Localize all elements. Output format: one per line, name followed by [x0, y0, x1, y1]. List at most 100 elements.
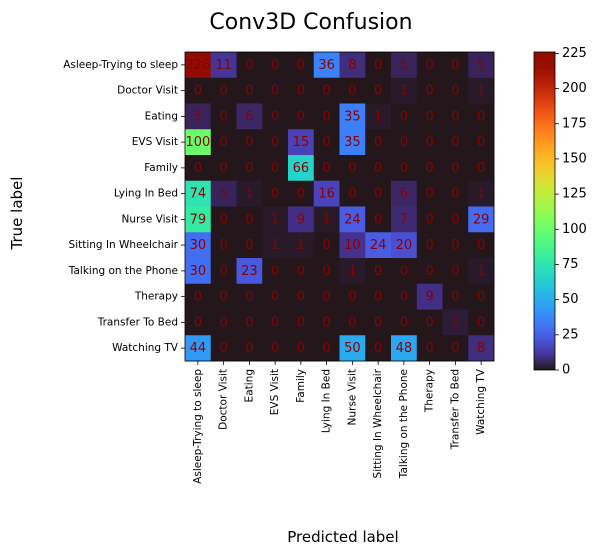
heatmap-cell	[442, 309, 469, 336]
cell-value-label: 0	[477, 135, 485, 150]
cell-value-label: 8	[477, 341, 485, 356]
heatmap-cell	[313, 155, 340, 182]
heatmap-cell	[210, 232, 237, 259]
cell-value-label: 0	[425, 315, 433, 330]
heatmap-cell	[210, 77, 237, 104]
cell-value-label: 0	[348, 187, 356, 202]
cell-value-label: 0	[194, 315, 202, 330]
heatmap-cell	[210, 309, 237, 336]
cell-value-label: 0	[348, 84, 356, 99]
heatmap-cell	[339, 258, 366, 285]
cell-value-label: 0	[477, 109, 485, 124]
x-tick-label: Sitting In Wheelchair	[372, 368, 384, 478]
cell-value-label: 48	[396, 341, 413, 356]
heatmap-cell	[185, 129, 212, 156]
colorbar	[533, 51, 556, 371]
cell-value-label: 30	[190, 238, 207, 253]
cell-value-label: 8	[348, 58, 356, 73]
heatmap-cell	[262, 283, 289, 310]
heatmap-cell	[185, 258, 212, 285]
cell-value-label: 1	[245, 187, 253, 202]
cell-value-label: 1	[477, 84, 485, 99]
cell-value-label: 20	[396, 238, 413, 253]
heatmap-cell	[185, 77, 212, 104]
heatmap-cell	[262, 52, 289, 79]
x-axis-label: Predicted label	[287, 528, 398, 546]
cell-value-label: 0	[271, 187, 279, 202]
cell-value-label: 11	[215, 58, 232, 73]
heatmap-cell	[339, 180, 366, 207]
cell-value-label: 0	[451, 264, 459, 279]
colorbar-tick-label: 50	[562, 292, 579, 307]
heatmap-cell	[339, 52, 366, 79]
cell-value-label: 0	[400, 135, 408, 150]
heatmap-cell	[313, 52, 340, 79]
cell-value-label: 0	[271, 135, 279, 150]
cell-value-label: 0	[451, 161, 459, 176]
cell-value-label: 0	[219, 341, 227, 356]
heatmap-cell	[365, 232, 392, 259]
cell-value-label: 0	[348, 315, 356, 330]
heatmap-cell	[468, 283, 495, 310]
cell-value-label: 0	[400, 109, 408, 124]
heatmap-cell	[313, 206, 340, 233]
heatmap-cell	[236, 335, 263, 362]
heatmap-cell	[468, 335, 495, 362]
cell-value-label: 0	[271, 290, 279, 305]
heatmap-cell	[391, 335, 418, 362]
heatmap-cell	[236, 309, 263, 336]
cell-value-label: 0	[245, 290, 253, 305]
heatmap-cell	[442, 180, 469, 207]
heatmap-cell	[416, 77, 443, 104]
x-axis-ticks: Asleep-Trying to sleep Doctor Visit Eating…	[192, 361, 487, 484]
cell-value-label: 0	[425, 161, 433, 176]
heatmap-cell	[442, 77, 469, 104]
heatmap-cell	[313, 283, 340, 310]
cell-value-label: 0	[451, 290, 459, 305]
colorbar-tick-label: 200	[562, 81, 587, 96]
cell-value-label: 0	[374, 212, 382, 227]
heatmap-cell	[313, 335, 340, 362]
heatmap-cell	[185, 103, 212, 130]
cell-value-label: 226	[185, 58, 210, 73]
cell-value-label: 0	[245, 161, 253, 176]
cell-value-label: 0	[425, 58, 433, 73]
cell-value-label: 0	[245, 315, 253, 330]
cell-value-label: 0	[374, 290, 382, 305]
heatmap-cell	[416, 309, 443, 336]
heatmap-cell	[262, 77, 289, 104]
cell-value-label: 0	[374, 187, 382, 202]
heatmap-cell	[365, 283, 392, 310]
heatmap-cell	[416, 335, 443, 362]
heatmap-cell	[416, 206, 443, 233]
cell-value-label: 0	[322, 290, 330, 305]
heatmap-cell	[339, 129, 366, 156]
x-tick-label: Family	[295, 369, 307, 403]
heatmap-cell	[288, 309, 315, 336]
heatmap-cell	[236, 129, 263, 156]
y-tick-label: Family	[144, 162, 178, 174]
heatmap-cell	[468, 206, 495, 233]
heatmap-cell	[313, 258, 340, 285]
colorbar-tick-label: 225	[562, 46, 587, 61]
heatmap-cell	[185, 335, 212, 362]
cell-value-label: 0	[245, 238, 253, 253]
cell-value-label: 24	[370, 238, 387, 253]
heatmap-cell	[185, 283, 212, 310]
cell-value-label: 0	[425, 135, 433, 150]
cell-value-label: 0	[245, 58, 253, 73]
cell-value-label: 0	[425, 84, 433, 99]
cell-value-label: 0	[425, 341, 433, 356]
cell-value-label: 0	[322, 341, 330, 356]
cell-value-label: 36	[318, 58, 335, 73]
heatmap-cell	[339, 77, 366, 104]
heatmap-cell	[416, 232, 443, 259]
cell-value-label: 0	[322, 238, 330, 253]
heatmap-cell	[442, 335, 469, 362]
cell-value-label: 1	[297, 238, 305, 253]
cell-value-label: 0	[348, 161, 356, 176]
cell-value-label: 5	[400, 58, 408, 73]
heatmap-cell	[262, 335, 289, 362]
cell-value-label: 0	[271, 161, 279, 176]
cell-value-label: 0	[451, 135, 459, 150]
